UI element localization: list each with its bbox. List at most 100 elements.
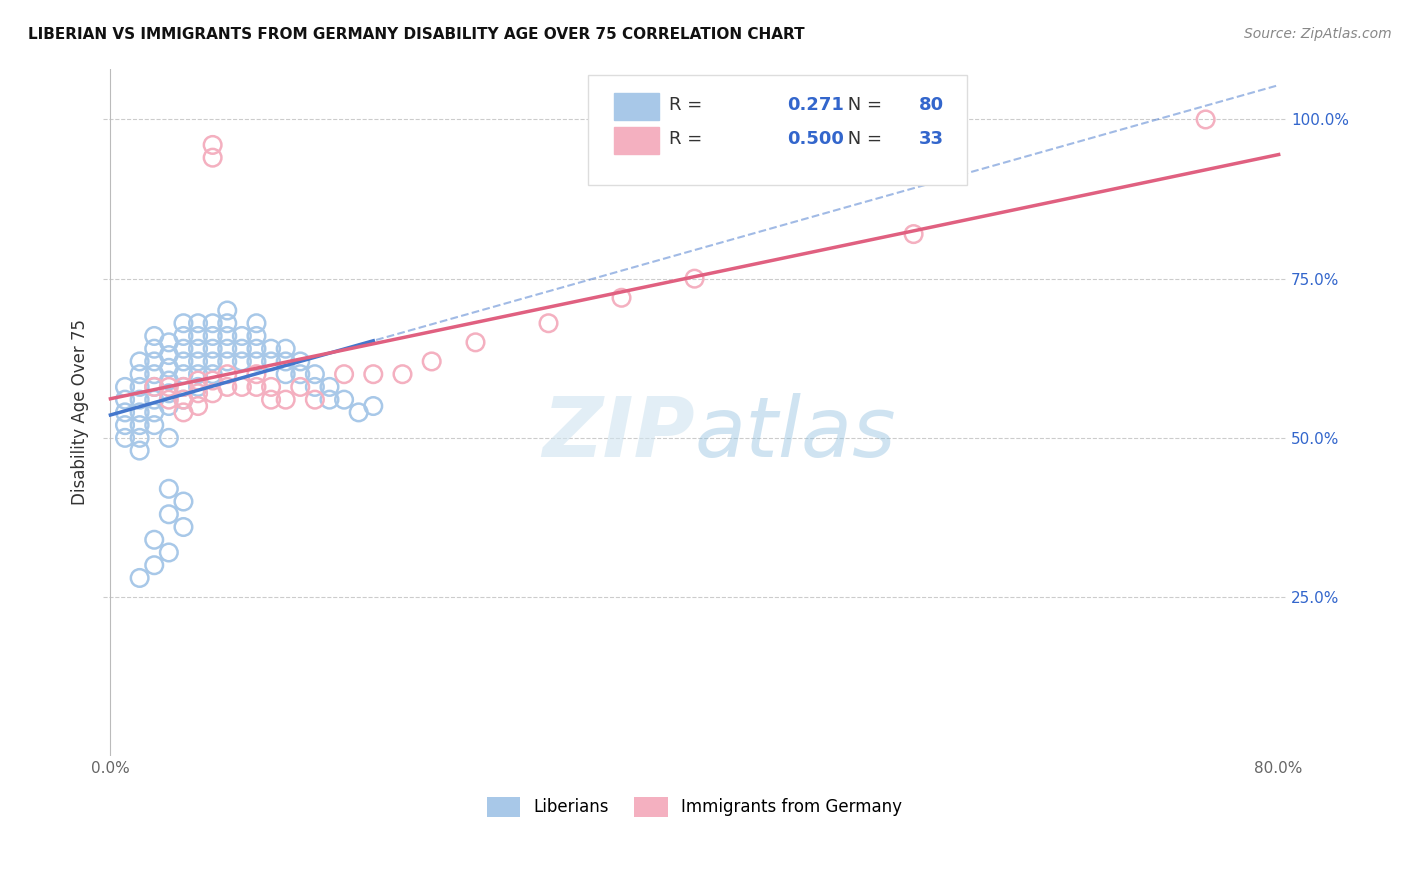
Point: [128, 418, 150, 433]
Point: [217, 342, 239, 356]
Point: [172, 316, 194, 330]
Point: [201, 151, 224, 165]
Point: [187, 354, 209, 368]
Point: [157, 335, 180, 350]
Point: [290, 354, 312, 368]
Point: [143, 392, 166, 407]
Point: [172, 380, 194, 394]
Point: [274, 342, 297, 356]
Point: [217, 367, 239, 381]
Point: [304, 392, 326, 407]
Point: [157, 482, 180, 496]
Point: [157, 431, 180, 445]
Point: [157, 360, 180, 375]
Point: [187, 316, 209, 330]
Text: N =: N =: [842, 130, 889, 148]
Point: [217, 316, 239, 330]
Point: [114, 392, 136, 407]
Text: LIBERIAN VS IMMIGRANTS FROM GERMANY DISABILITY AGE OVER 75 CORRELATION CHART: LIBERIAN VS IMMIGRANTS FROM GERMANY DISA…: [28, 27, 804, 42]
Point: [187, 380, 209, 394]
Point: [304, 367, 326, 381]
Text: ZIP: ZIP: [541, 392, 695, 474]
Point: [187, 399, 209, 413]
Point: [172, 494, 194, 508]
Point: [245, 367, 267, 381]
Point: [361, 367, 384, 381]
Point: [231, 380, 253, 394]
Point: [274, 392, 297, 407]
Point: [201, 329, 224, 343]
Point: [172, 392, 194, 407]
Point: [347, 405, 370, 419]
Point: [903, 227, 925, 241]
Point: [201, 137, 224, 152]
Point: [187, 374, 209, 388]
Point: [157, 508, 180, 522]
Point: [172, 329, 194, 343]
Point: [114, 405, 136, 419]
Point: [304, 380, 326, 394]
Point: [217, 303, 239, 318]
Point: [260, 354, 283, 368]
Point: [217, 380, 239, 394]
Point: [128, 443, 150, 458]
Point: [187, 342, 209, 356]
Point: [201, 316, 224, 330]
Point: [172, 392, 194, 407]
Point: [274, 354, 297, 368]
Point: [245, 316, 267, 330]
Point: [157, 399, 180, 413]
Point: [217, 329, 239, 343]
Point: [187, 367, 209, 381]
Point: [128, 367, 150, 381]
Text: R =: R =: [668, 96, 707, 114]
Point: [143, 329, 166, 343]
Point: [114, 431, 136, 445]
Point: [143, 418, 166, 433]
Point: [143, 380, 166, 394]
Text: 0.500: 0.500: [787, 130, 844, 148]
Point: [318, 392, 340, 407]
Point: [143, 533, 166, 547]
Point: [245, 329, 267, 343]
Point: [420, 354, 443, 368]
Point: [187, 329, 209, 343]
Point: [245, 354, 267, 368]
Point: [231, 354, 253, 368]
Text: 0.271: 0.271: [787, 96, 844, 114]
Point: [610, 291, 633, 305]
Point: [391, 367, 413, 381]
Text: N =: N =: [842, 96, 889, 114]
Point: [245, 380, 267, 394]
Point: [157, 348, 180, 362]
Point: [157, 392, 180, 407]
Point: [157, 374, 180, 388]
Point: [114, 418, 136, 433]
Legend: Liberians, Immigrants from Germany: Liberians, Immigrants from Germany: [481, 790, 908, 823]
Point: [143, 367, 166, 381]
Y-axis label: Disability Age Over 75: Disability Age Over 75: [72, 319, 89, 506]
Point: [143, 405, 166, 419]
Point: [157, 545, 180, 559]
Text: 33: 33: [920, 130, 945, 148]
Text: 80: 80: [920, 96, 945, 114]
Point: [128, 392, 150, 407]
Point: [245, 342, 267, 356]
Point: [172, 354, 194, 368]
Point: [172, 342, 194, 356]
Point: [201, 367, 224, 381]
Point: [464, 335, 486, 350]
Point: [274, 367, 297, 381]
Point: [361, 399, 384, 413]
Point: [333, 392, 356, 407]
Point: [143, 558, 166, 573]
Point: [172, 380, 194, 394]
Text: R =: R =: [668, 130, 707, 148]
Point: [201, 374, 224, 388]
Point: [172, 520, 194, 534]
Point: [333, 367, 356, 381]
Point: [128, 431, 150, 445]
Point: [318, 380, 340, 394]
Point: [231, 329, 253, 343]
Point: [187, 386, 209, 401]
